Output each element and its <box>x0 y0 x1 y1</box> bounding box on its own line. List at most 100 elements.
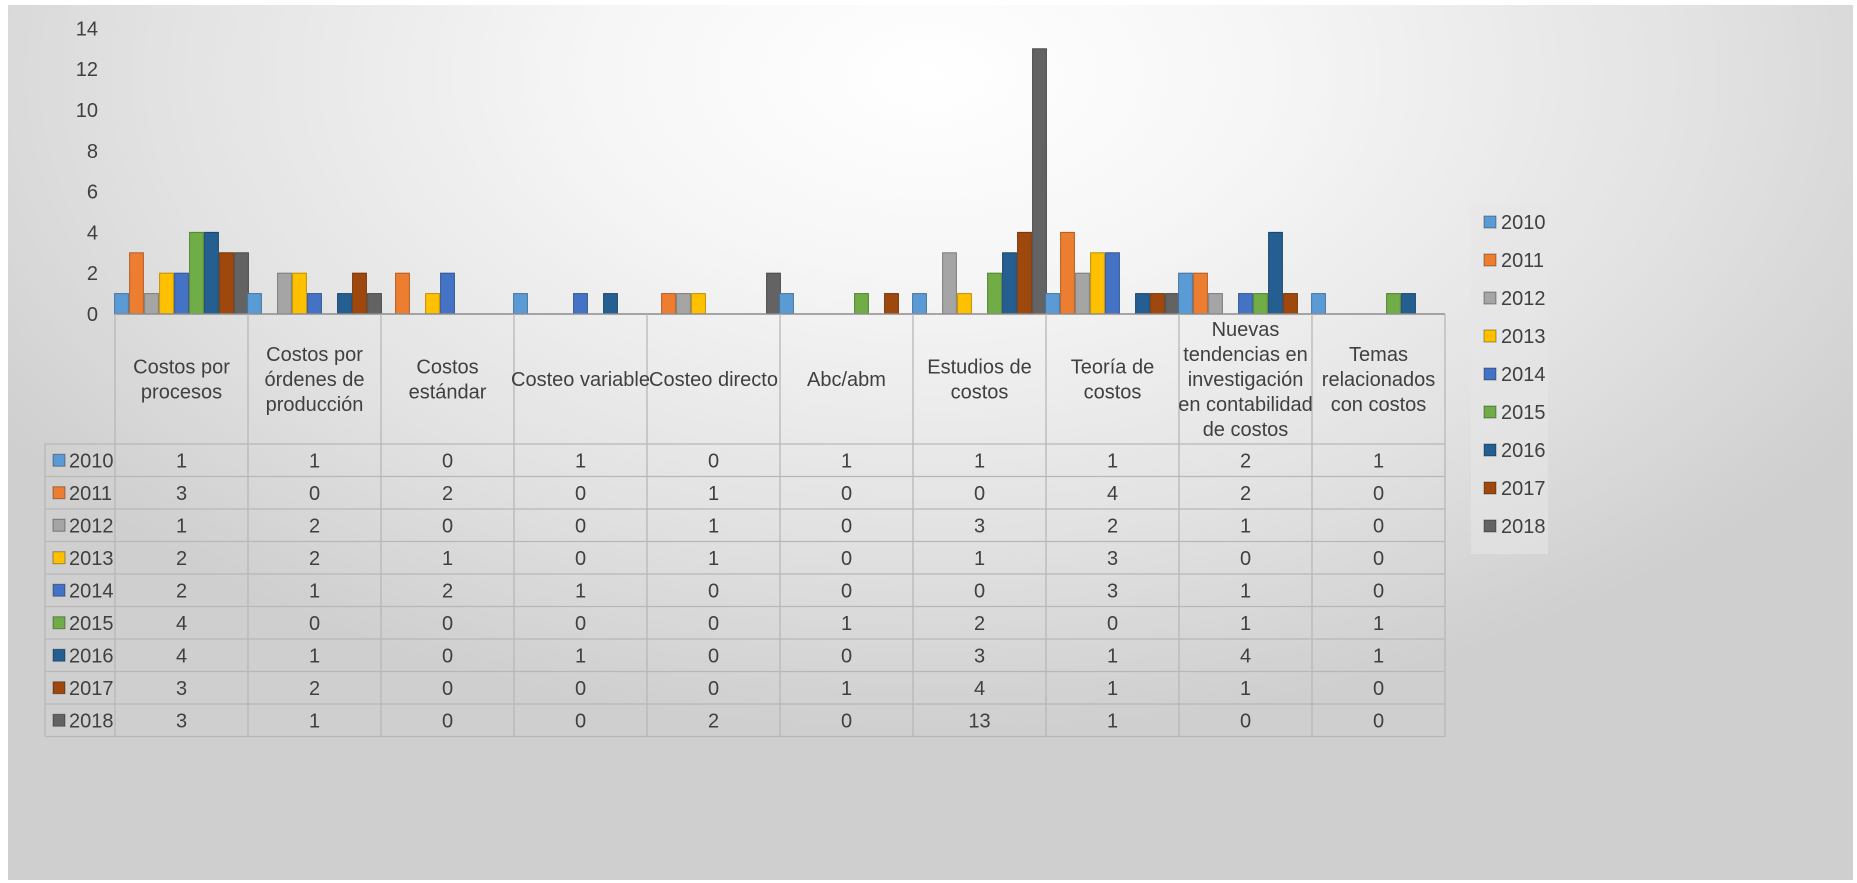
bar-2018-7 <box>1032 48 1047 315</box>
table-legend-key-2015 <box>52 616 66 630</box>
table-cell: 1 <box>1107 450 1118 472</box>
table-cell: 0 <box>841 645 852 667</box>
category-label: costos <box>951 382 1009 404</box>
bar-2012-1 <box>144 293 159 315</box>
table-cell: 0 <box>1107 613 1118 635</box>
category-label: de costos <box>1203 419 1289 441</box>
table-cell: 1 <box>176 515 187 537</box>
table-cell: 1 <box>309 580 320 602</box>
legend-label: 2018 <box>1501 516 1546 538</box>
table-cell: 13 <box>968 710 990 732</box>
table-cell: 1 <box>841 450 852 472</box>
bar-2013-5 <box>691 293 706 315</box>
table-cell: 1 <box>708 515 719 537</box>
category-label: investigación <box>1188 369 1304 391</box>
legend-label: 2013 <box>1501 326 1546 348</box>
y-tick-label: 8 <box>87 141 98 163</box>
table-cell: 0 <box>841 548 852 570</box>
table-cell: 1 <box>309 645 320 667</box>
category-label: Costos <box>416 357 478 379</box>
table-cell: 0 <box>442 613 453 635</box>
table-cell: 0 <box>1240 548 1251 570</box>
bar-2010-4 <box>513 293 528 315</box>
table-cell: 1 <box>575 450 586 472</box>
table-cell: 0 <box>708 645 719 667</box>
table-cell: 0 <box>442 450 453 472</box>
table-cell: 3 <box>974 645 985 667</box>
bar-2012-8 <box>1075 272 1090 315</box>
table-cell: 0 <box>575 613 586 635</box>
table-cell: 1 <box>1107 710 1118 732</box>
bar-2018-2 <box>367 293 382 315</box>
y-tick-label: 2 <box>87 263 98 285</box>
table-cell: 2 <box>309 515 320 537</box>
table-cell: 0 <box>575 515 586 537</box>
bar-2013-2 <box>292 272 307 315</box>
table-cell: 0 <box>442 645 453 667</box>
bar-2017-8 <box>1150 293 1165 315</box>
table-legend-key-2012 <box>52 518 66 532</box>
table-cell: 2 <box>442 580 453 602</box>
bar-2012-9 <box>1208 293 1223 315</box>
bar-2015-7 <box>987 272 1002 315</box>
table-cell: 1 <box>1373 645 1384 667</box>
legend-swatch-2012 <box>1483 291 1497 305</box>
table-cell: 3 <box>974 515 985 537</box>
table-cell: 0 <box>841 580 852 602</box>
y-tick-label: 4 <box>87 222 98 244</box>
bar-2014-9 <box>1238 293 1253 315</box>
table-cell: 1 <box>575 580 586 602</box>
bar-2015-6 <box>854 293 869 315</box>
bar-2010-10 <box>1311 293 1326 315</box>
table-row-label: 2016 <box>69 645 114 667</box>
category-label: órdenes de <box>264 369 364 391</box>
category-label: procesos <box>141 382 222 404</box>
table-row-label: 2011 <box>69 483 112 505</box>
bar-2016-10 <box>1401 293 1416 315</box>
table-cell: 3 <box>1107 548 1118 570</box>
bar-2013-7 <box>957 293 972 315</box>
table-cell: 0 <box>442 515 453 537</box>
legend-label: 2010 <box>1501 212 1546 234</box>
table-cell: 3 <box>1107 580 1118 602</box>
bar-2014-3 <box>440 272 455 315</box>
category-label: Nuevas <box>1212 319 1280 341</box>
bar-2017-6 <box>884 293 899 315</box>
bar-2010-7 <box>912 293 927 315</box>
bar-2016-4 <box>603 293 618 315</box>
category-label: estándar <box>409 382 487 404</box>
category-label: en contabilidad <box>1178 394 1313 416</box>
bar-2015-10 <box>1386 293 1401 315</box>
table-cell: 0 <box>1373 515 1384 537</box>
table-row-label: 2018 <box>69 710 114 732</box>
table-cell: 1 <box>176 450 187 472</box>
bar-2014-4 <box>573 293 588 315</box>
table-cell: 1 <box>309 450 320 472</box>
table-cell: 0 <box>841 710 852 732</box>
table-cell: 0 <box>708 580 719 602</box>
legend-label: 2011 <box>1501 250 1544 272</box>
bar-2010-8 <box>1045 293 1060 315</box>
category-label: Costos por <box>266 344 363 366</box>
table-cell: 3 <box>176 483 187 505</box>
y-tick-label: 14 <box>76 18 98 40</box>
legend-label: 2015 <box>1501 402 1546 424</box>
table-cell: 0 <box>575 678 586 700</box>
category-label: relacionados <box>1322 369 1435 391</box>
category-label: costos <box>1084 382 1142 404</box>
legend-label: 2012 <box>1501 288 1546 310</box>
table-legend-key-2017 <box>52 681 66 695</box>
category-label: Costeo directo <box>649 369 778 391</box>
table-cell: 2 <box>1107 515 1118 537</box>
legend-swatch-2014 <box>1483 367 1497 381</box>
bar-2013-1 <box>159 272 174 315</box>
table-cell: 1 <box>1373 450 1384 472</box>
table-cell: 0 <box>708 613 719 635</box>
table-cell: 0 <box>1373 548 1384 570</box>
table-cell: 1 <box>1240 678 1251 700</box>
table-cell: 1 <box>1373 613 1384 635</box>
y-tick-label: 12 <box>76 59 98 81</box>
table-cell: 2 <box>176 548 187 570</box>
table-cell: 1 <box>974 548 985 570</box>
